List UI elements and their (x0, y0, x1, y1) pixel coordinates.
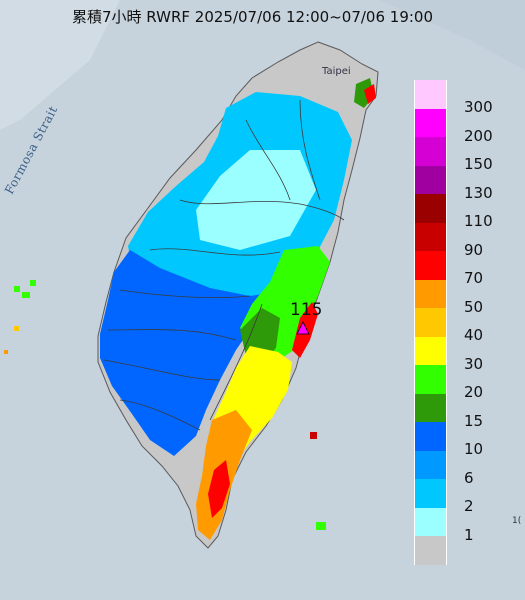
legend-swatch (414, 222, 447, 251)
map-title: 累積7小時 RWRF 2025/07/06 12:00~07/06 19:00 (72, 8, 434, 26)
rain-zone-6 (128, 92, 352, 300)
legend-swatch (414, 108, 447, 137)
legend-label: 70 (464, 269, 484, 287)
legend-label: 50 (464, 297, 484, 316)
legend-label: 10 (464, 440, 484, 458)
legend-swatch (414, 422, 447, 451)
legend-swatch (414, 165, 447, 194)
orchid-island (316, 522, 326, 530)
legend-swatch (414, 80, 447, 109)
legend-label: 20 (464, 383, 484, 401)
penghu-islands (4, 280, 36, 354)
legend-swatch (414, 251, 447, 280)
rain-zone-10 (100, 250, 276, 456)
legend-label: 130 (464, 183, 493, 202)
legend-label: 40 (464, 326, 484, 344)
legend-swatch (414, 393, 447, 422)
rain-zone-70 (208, 84, 376, 518)
rain-zone-15 (240, 78, 374, 364)
legend-label: 110 (464, 212, 493, 230)
legend-label: 15 (464, 411, 484, 430)
legend-swatch (414, 507, 447, 536)
place-label: Taipei (322, 66, 351, 77)
legend-label: 1 (464, 525, 474, 544)
legend-swatch (414, 365, 447, 394)
station-triangle-icon (296, 321, 310, 335)
legend-label: 90 (464, 240, 484, 259)
station-value: 115 (290, 300, 323, 320)
legend-label: 300 (464, 98, 493, 116)
legend-swatch (414, 137, 447, 166)
legend-swatch (414, 450, 447, 479)
county-boundaries (103, 99, 345, 431)
legend-swatch (414, 194, 447, 223)
legend-label: 200 (464, 126, 493, 145)
sea-shade (380, 0, 525, 70)
legend-swatch (414, 279, 447, 308)
china-coast (0, 0, 120, 130)
legend-swatch (414, 479, 447, 508)
legend-swatch (414, 336, 447, 365)
legend-swatch (414, 536, 447, 565)
legend-swatch (414, 308, 447, 337)
legend-label: 6 (464, 468, 474, 487)
edge-mark: 1( (512, 516, 522, 526)
legend-label: 2 (464, 497, 474, 515)
green-island (310, 432, 317, 439)
legend-label: 30 (464, 354, 484, 373)
legend-label: 150 (464, 155, 493, 173)
